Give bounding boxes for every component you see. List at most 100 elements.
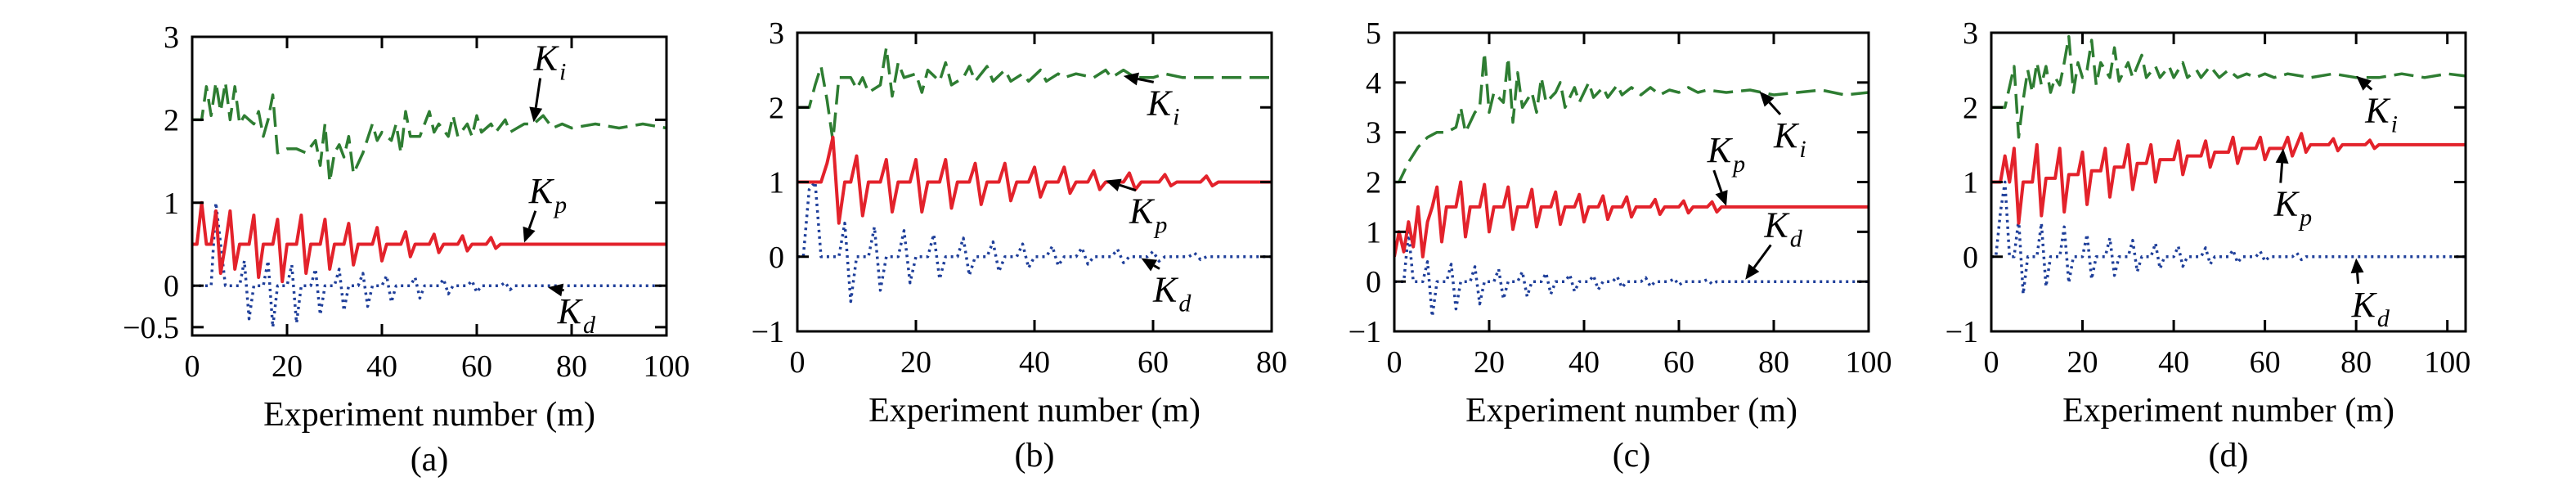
plot-frame bbox=[191, 35, 668, 337]
y-tick-label: 1 bbox=[1963, 166, 1978, 200]
x-tick-label: 100 bbox=[2424, 345, 2471, 380]
annotation-arrow-shaft bbox=[1752, 244, 1772, 269]
y-tick-label: −1 bbox=[752, 315, 784, 349]
annotation-arrow-shaft bbox=[527, 210, 537, 229]
x-tick-label: 0 bbox=[790, 345, 806, 380]
series-line-kd bbox=[1991, 180, 2466, 296]
y-tick-label: 0 bbox=[1366, 265, 1381, 299]
series-line-kp bbox=[797, 135, 1272, 225]
annotation-arrow-shaft bbox=[1153, 264, 1160, 270]
series-line-ki bbox=[192, 81, 666, 184]
x-tick-label: 0 bbox=[1984, 345, 1999, 380]
x-tick-label: 20 bbox=[1474, 345, 1505, 380]
x-tick-label: 0 bbox=[1387, 345, 1402, 380]
y-tick-label: 3 bbox=[1963, 16, 1978, 51]
annotation-arrow-head bbox=[1123, 72, 1139, 86]
y-tick-label: −0.5 bbox=[123, 311, 179, 345]
annotation-arrow-head bbox=[1759, 91, 1775, 107]
series-line-kp bbox=[192, 200, 666, 284]
y-tick-label: 3 bbox=[1366, 116, 1381, 151]
annotation-label: Kp bbox=[528, 171, 567, 218]
x-tick-label: 40 bbox=[1568, 345, 1600, 380]
annotation-label: Kd bbox=[557, 291, 596, 339]
annotation-arrow-head bbox=[1106, 178, 1122, 191]
annotation-arrow-shaft bbox=[1712, 169, 1723, 193]
annotation-arrow-shaft bbox=[2279, 163, 2284, 183]
x-tick-label: 40 bbox=[1019, 345, 1050, 380]
annotation-arrow-head bbox=[2350, 258, 2364, 274]
annotation-label: Kd bbox=[1763, 205, 1802, 252]
x-tick-label: 80 bbox=[556, 349, 587, 384]
x-tick-label: 60 bbox=[1138, 345, 1169, 380]
series-line-kp bbox=[1394, 180, 1869, 259]
annotation-label: Kd bbox=[2351, 285, 2390, 332]
annotation-arrow-head bbox=[1715, 190, 1728, 206]
annotation-label: Ki bbox=[1773, 115, 1806, 163]
annotation-arrow-shaft bbox=[2366, 84, 2373, 91]
annotation-label: Kp bbox=[2273, 184, 2312, 232]
x-axis-title: Experiment number (m) bbox=[1465, 392, 1797, 430]
annotation-arrow-head bbox=[523, 226, 536, 243]
y-tick-label: 2 bbox=[769, 91, 784, 125]
annotation-arrow-shaft bbox=[1768, 101, 1782, 115]
x-tick-label: 0 bbox=[185, 349, 200, 384]
x-tick-label: 60 bbox=[461, 349, 492, 384]
y-tick-label: 5 bbox=[1366, 16, 1381, 51]
y-tick-label: 3 bbox=[769, 16, 784, 51]
x-tick-label: 100 bbox=[644, 349, 690, 384]
y-tick-label: 2 bbox=[1963, 91, 1978, 125]
y-tick-label: 2 bbox=[1366, 166, 1381, 200]
x-tick-label: 40 bbox=[366, 349, 397, 384]
annotation-arrow-shaft bbox=[1138, 78, 1155, 83]
y-tick-label: −1 bbox=[1349, 315, 1381, 349]
plot-frame bbox=[1393, 31, 1870, 333]
y-tick-label: 1 bbox=[1366, 215, 1381, 250]
panel-label: (a) bbox=[411, 441, 449, 479]
annotation-label: Ki bbox=[2364, 91, 2398, 138]
x-tick-label: 20 bbox=[2067, 345, 2098, 380]
y-tick-label: 1 bbox=[769, 166, 784, 200]
panel-label: (c) bbox=[1613, 437, 1651, 475]
panel-label: (b) bbox=[1015, 437, 1055, 475]
x-tick-label: 80 bbox=[2340, 345, 2372, 380]
x-tick-label: 100 bbox=[1846, 345, 1892, 380]
y-tick-label: 3 bbox=[164, 20, 179, 55]
x-tick-label: 80 bbox=[1256, 345, 1287, 380]
series-line-kd bbox=[1394, 230, 1869, 318]
y-tick-label: 1 bbox=[164, 187, 179, 221]
annotation-label: Kp bbox=[1129, 191, 1167, 239]
annotation-arrow-head bbox=[1141, 258, 1158, 272]
y-tick-label: 0 bbox=[164, 269, 179, 304]
series-line-ki bbox=[1394, 51, 1869, 184]
series-line-kd bbox=[192, 201, 666, 329]
annotation-label: Ki bbox=[533, 38, 567, 86]
x-axis-title: Experiment number (m) bbox=[868, 392, 1200, 430]
annotation-arrow-head bbox=[548, 283, 564, 297]
series-line-ki bbox=[797, 46, 1272, 143]
y-tick-label: 4 bbox=[1366, 66, 1381, 101]
series-line-ki bbox=[1991, 34, 2466, 139]
x-tick-label: 60 bbox=[1663, 345, 1694, 380]
y-tick-label: 0 bbox=[769, 241, 784, 275]
series-line-kd bbox=[797, 180, 1272, 304]
annotation-label: Ki bbox=[1147, 83, 1180, 130]
annotation-arrow-shaft bbox=[534, 78, 542, 108]
x-tick-label: 20 bbox=[272, 349, 303, 384]
x-tick-label: 60 bbox=[2250, 345, 2281, 380]
y-tick-label: 2 bbox=[164, 103, 179, 137]
annotation-label: Kp bbox=[1707, 130, 1745, 178]
y-tick-label: 0 bbox=[1963, 241, 1978, 275]
annotation-arrow-shaft bbox=[1119, 183, 1137, 192]
x-tick-label: 20 bbox=[900, 345, 931, 380]
panel-label: (d) bbox=[2209, 437, 2249, 475]
annotation-arrow-head bbox=[529, 106, 543, 123]
x-axis-title: Experiment number (m) bbox=[263, 396, 595, 434]
series-line-kp bbox=[1991, 132, 2466, 225]
x-tick-label: 80 bbox=[1758, 345, 1789, 380]
y-tick-label: −1 bbox=[1945, 315, 1978, 349]
